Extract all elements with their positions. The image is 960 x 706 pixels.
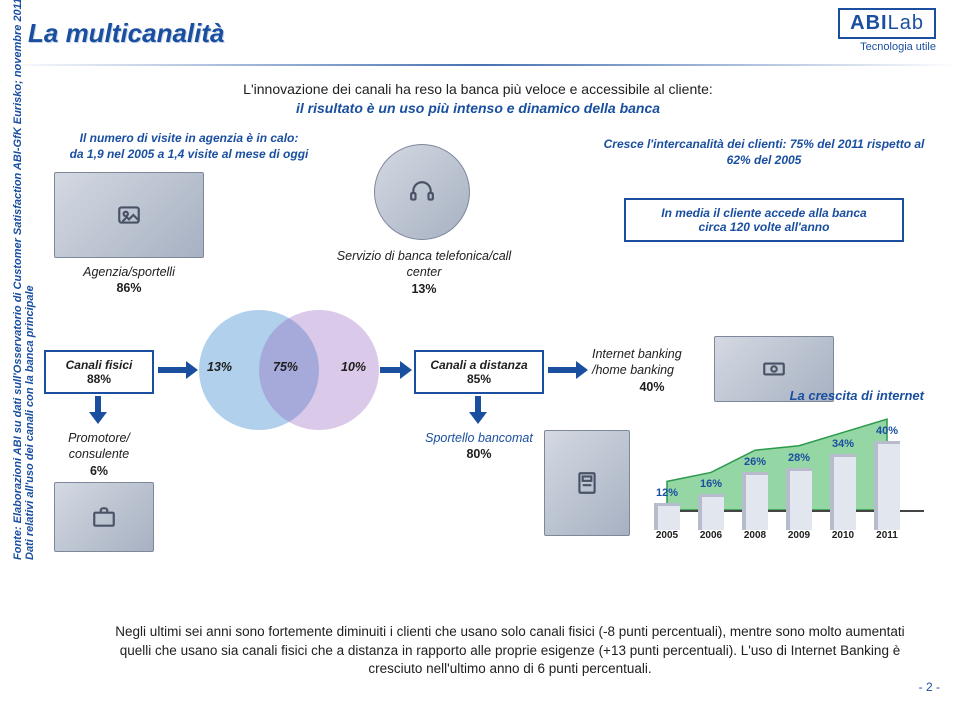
internet-growth-chart: La crescita di internet 12%200516%200626… (654, 410, 924, 530)
accessi-line-2: circa 120 volte all'anno (634, 220, 894, 234)
slide-title: La multicanalità (28, 18, 225, 49)
agenzia-photo (54, 172, 204, 258)
visite-text: Il numero di visite in agenzia è in calo… (70, 131, 309, 161)
brand-logo: ABILab Tecnologia utile (838, 8, 936, 53)
photo-icon (116, 202, 142, 228)
intro-line-1: L'innovazione dei canali ha reso la banc… (243, 81, 713, 97)
canali-distanza-value: 85% (424, 372, 534, 386)
callcenter-block: Servizio di banca telefonica/call center… (334, 248, 514, 297)
intro-text: L'innovazione dei canali ha reso la banc… (174, 80, 782, 118)
sportello-value: 80% (424, 446, 534, 462)
canali-distanza-label: Canali a distanza (424, 358, 534, 372)
source-line-1: Fonte: Elaborazioni ABI su dati sull'Oss… (12, 0, 24, 560)
atm-icon (574, 470, 600, 496)
venn-diagram: 13% 75% 10% (199, 310, 379, 430)
canali-distanza-box: Canali a distanza 85% (414, 350, 544, 394)
intro-line-2: il risultato è un uso più intenso e dina… (296, 100, 660, 116)
intercanalita-text: Cresce l'intercanalità dei clienti: 75% … (604, 137, 925, 167)
chart-bar: 16%2006 (698, 430, 724, 530)
briefcase-icon (91, 504, 117, 530)
logo-tagline: Tecnologia utile (838, 41, 936, 53)
promotore-block: Promotore/ consulente 6% (44, 430, 154, 479)
bottom-paragraph: Negli ultimi sei anni sono fortemente di… (100, 623, 920, 678)
accessi-line-1: In media il cliente accede alla banca (634, 206, 894, 220)
headset-icon (409, 179, 435, 205)
callcenter-label: Servizio di banca telefonica/call center (337, 249, 511, 279)
chart-bar: 28%2009 (786, 430, 812, 530)
intercanalita-caption: Cresce l'intercanalità dei clienti: 75% … (594, 136, 934, 168)
venn-right-pct: 10% (341, 360, 366, 374)
source-line-2: Dati relativi all'uso dei canali con la … (24, 0, 36, 560)
callcenter-value: 13% (334, 281, 514, 297)
agenzia-label: Agenzia/sportelli (83, 265, 175, 279)
canali-fisici-label: Canali fisici (54, 358, 144, 372)
internet-label-1: Internet banking (592, 347, 682, 361)
chart-bar: 40%2011 (874, 430, 900, 530)
money-icon (761, 356, 787, 382)
internet-block: Internet banking /home banking 40% (592, 346, 712, 395)
promotore-label: Promotore/ consulente (68, 431, 130, 461)
internet-value: 40% (592, 379, 712, 395)
visite-caption: Il numero di visite in agenzia è in calo… (44, 130, 334, 162)
chart-bar: 12%2005 (654, 430, 680, 530)
agenzia-value: 86% (54, 280, 204, 296)
agenzia-block: Agenzia/sportelli 86% (54, 264, 204, 297)
chart-bar: 34%2010 (830, 430, 856, 530)
canali-fisici-box: Canali fisici 88% (44, 350, 154, 394)
slide-root: La multicanalità ABILab Tecnologia utile… (0, 0, 960, 706)
venn-left-pct: 13% (207, 360, 232, 374)
internet-label-2: /home banking (592, 363, 674, 377)
footnote-source: Fonte: Elaborazioni ABI su dati sull'Oss… (12, 0, 36, 560)
logo-light: Lab (888, 12, 924, 34)
callcenter-photo (374, 144, 470, 240)
sportello-label: Sportello bancomat (425, 431, 533, 445)
sportello-block: Sportello bancomat 80% (424, 430, 534, 463)
venn-overlap-pct: 75% (273, 360, 298, 374)
main-area: L'innovazione dei canali ha reso la banc… (44, 80, 942, 686)
logo-main: ABI (850, 12, 887, 34)
promotore-value: 6% (44, 463, 154, 479)
promotore-photo (54, 482, 154, 552)
atm-photo (544, 430, 630, 536)
page-number: - 2 - (919, 680, 940, 694)
header-rule (0, 64, 960, 66)
chart-bar: 26%2008 (742, 430, 768, 530)
canali-fisici-value: 88% (54, 372, 144, 386)
chart-title: La crescita di internet (790, 388, 924, 403)
accessi-infobox: In media il cliente accede alla banca ci… (624, 198, 904, 242)
logo-box: ABILab (838, 8, 936, 39)
